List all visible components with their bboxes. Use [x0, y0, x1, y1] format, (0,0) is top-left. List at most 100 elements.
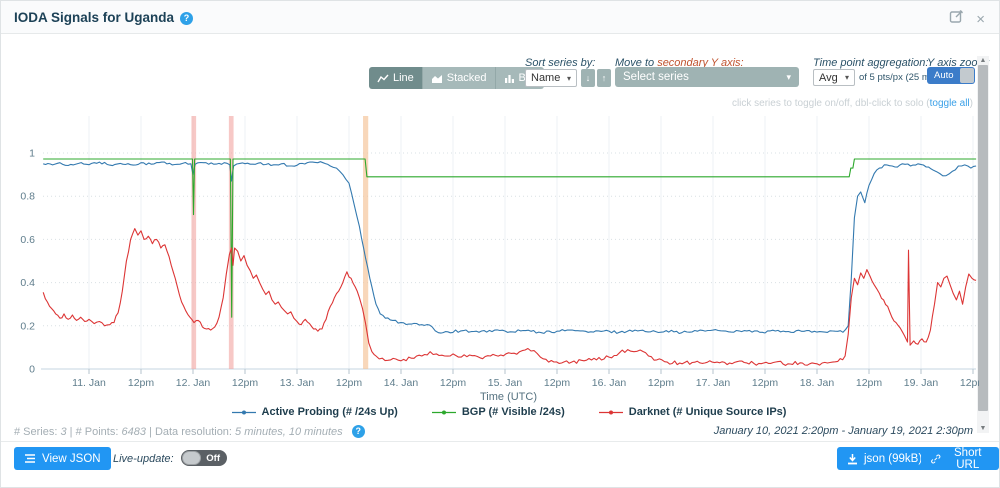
view-mode-group: Line Stacked Bar: [369, 67, 544, 89]
chevron-down-icon: ▾: [566, 73, 571, 83]
status-separator: |: [149, 426, 152, 438]
live-update-toggle[interactable]: Off: [181, 450, 227, 466]
vertical-scrollbar[interactable]: ▲ ▼: [977, 56, 989, 433]
close-icon[interactable]: ×: [976, 10, 985, 28]
sort-descending-button[interactable]: ↓: [581, 69, 595, 87]
sort-ascending-button[interactable]: ↑: [597, 69, 611, 87]
resolution-label: Data resolution:: [154, 426, 232, 438]
sort-series-select[interactable]: Name ▾: [525, 69, 577, 87]
series-path-bgp: [43, 158, 977, 318]
svg-text:0.6: 0.6: [20, 234, 35, 246]
toggle-knob: [182, 451, 201, 465]
svg-text:0: 0: [29, 364, 35, 376]
series-path-darknet: [42, 228, 977, 366]
legend-marker: [231, 410, 256, 414]
hint-text-close: ): [969, 98, 973, 109]
edit-icon[interactable]: [949, 9, 964, 29]
svg-text:12. Jan: 12. Jan: [176, 377, 211, 389]
alert-bands: [191, 116, 369, 369]
series-count-value: 3: [60, 426, 67, 438]
short-url-label: Short URL: [954, 446, 982, 471]
svg-text:0.2: 0.2: [20, 320, 35, 332]
svg-text:1: 1: [29, 148, 35, 160]
points-count-label: # Points:: [75, 426, 119, 438]
svg-text:12pm: 12pm: [960, 377, 979, 389]
chevron-down-icon: ▾: [844, 73, 849, 82]
sort-series-label: Sort series by:: [525, 57, 596, 69]
legend-marker: [431, 410, 456, 414]
footer-divider: [1, 441, 999, 442]
svg-text:17. Jan: 17. Jan: [696, 377, 731, 389]
aggregation-select[interactable]: Avg ▾: [813, 69, 855, 86]
svg-text:12pm: 12pm: [232, 377, 259, 389]
legend-marker: [598, 410, 623, 414]
select-series-dropdown[interactable]: Select series ▾: [615, 67, 799, 87]
series-path-active-probing: [43, 161, 977, 335]
list-icon: [25, 454, 35, 463]
svg-text:12pm: 12pm: [128, 377, 155, 389]
scroll-up-icon[interactable]: ▲: [979, 57, 987, 64]
svg-text:12pm: 12pm: [336, 377, 363, 389]
legend-item-active-probing[interactable]: Active Probing (# /24s Up): [231, 406, 398, 418]
legend-label: Active Probing (# /24s Up): [261, 406, 398, 418]
x-tick-labels: 11. Jan 12pm 12. Jan 12pm 13. Jan 12pm 14. Jan…: [72, 369, 979, 389]
link-icon: [931, 454, 941, 463]
live-update-state: Off: [206, 453, 220, 464]
svg-text:12pm: 12pm: [440, 377, 467, 389]
scrollbar-thumb[interactable]: [978, 65, 988, 411]
chevron-down-icon: ▾: [786, 71, 791, 82]
y-gridlines: [41, 152, 976, 370]
view-json-button[interactable]: View JSON: [14, 447, 111, 470]
scroll-down-icon[interactable]: ▼: [979, 425, 987, 432]
svg-text:12pm: 12pm: [544, 377, 571, 389]
aggregation-suffix: of 5 pts/px (25 minutes): [859, 72, 959, 83]
y-axis-zoom-state: Auto: [934, 70, 954, 81]
resolution-value: 5 minutes, 10 minutes: [235, 426, 343, 438]
move-to-axis-label: Move to secondary Y axis:: [615, 57, 744, 69]
svg-text:12pm: 12pm: [648, 377, 675, 389]
help-icon[interactable]: ?: [180, 12, 194, 25]
svg-text:0.8: 0.8: [20, 191, 35, 203]
y-axis-zoom-label: Y axis zoom:: [927, 57, 990, 69]
svg-text:11. Jan: 11. Jan: [72, 377, 106, 389]
download-json-label: json (99kB): [864, 452, 923, 465]
line-view-label: Line: [393, 72, 414, 84]
view-json-label: View JSON: [42, 452, 101, 465]
legend-item-darknet[interactable]: Darknet (# Unique Source IPs): [598, 406, 787, 418]
aggregation-label: Time point aggregation:: [813, 57, 929, 69]
select-series-placeholder: Select series: [623, 71, 689, 83]
signals-chart[interactable]: 0 0.2 0.4 0.6 0.8 1 11. Jan 12pm 12. Jan 12pm 13. …: [1, 111, 979, 405]
stacked-view-label: Stacked: [446, 72, 487, 84]
chart-legend: Active Probing (# /24s Up) BGP (# Visible…: [41, 406, 977, 418]
stacked-chart-icon: [431, 74, 442, 83]
points-count-value: 6483: [121, 426, 146, 438]
series-count-label: # Series:: [14, 426, 58, 438]
svg-text:12pm: 12pm: [856, 377, 883, 389]
titlebar: IODA Signals for Uganda? ×: [1, 1, 999, 34]
y-axis-zoom-toggle[interactable]: Auto: [927, 67, 975, 84]
short-url-button[interactable]: Short URL: [921, 446, 999, 471]
svg-text:13. Jan: 13. Jan: [280, 377, 315, 389]
download-icon: [848, 453, 857, 464]
svg-text:16. Jan: 16. Jan: [592, 377, 627, 389]
svg-text:12pm: 12pm: [752, 377, 779, 389]
series-toggle-hint: click series to toggle on/off, dbl-click…: [732, 98, 973, 109]
move-to-prefix: Move to: [615, 57, 658, 69]
y-tick-labels: 0 0.2 0.4 0.6 0.8 1: [20, 148, 35, 376]
legend-label: BGP (# Visible /24s): [461, 406, 565, 418]
legend-item-bgp[interactable]: BGP (# Visible /24s): [431, 406, 565, 418]
sort-series-value: Name: [531, 72, 561, 84]
resolution-help-icon[interactable]: ?: [351, 425, 365, 438]
line-view-button[interactable]: Line: [369, 67, 423, 89]
toggle-all-link[interactable]: toggle all: [929, 98, 970, 109]
download-json-button[interactable]: json (99kB): [837, 447, 933, 470]
legend-label: Darknet (# Unique Source IPs): [628, 406, 787, 418]
x-axis-title: Time (UTC): [480, 391, 537, 403]
svg-text:14. Jan: 14. Jan: [384, 377, 419, 389]
svg-text:15. Jan: 15. Jan: [488, 377, 523, 389]
aggregation-value: Avg: [819, 71, 838, 84]
stacked-view-button[interactable]: Stacked: [422, 67, 496, 89]
svg-text:0.4: 0.4: [20, 277, 35, 289]
status-separator: |: [69, 426, 73, 438]
